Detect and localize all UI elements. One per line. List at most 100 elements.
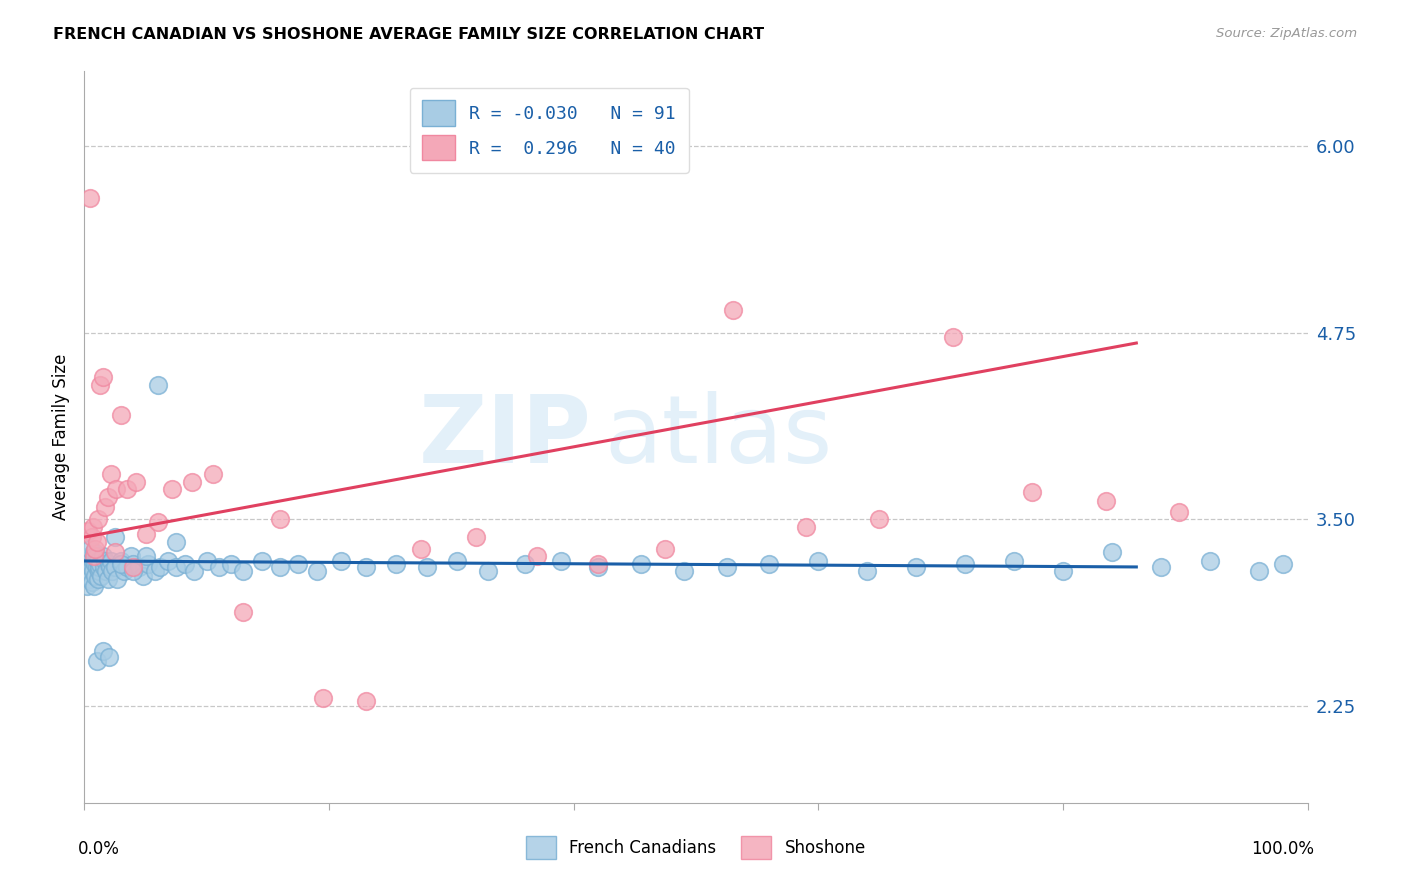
Point (330, 554, 353, 568)
Point (208, 560, 231, 574)
Point (87, 554, 110, 568)
Point (83, 545, 105, 559)
Point (79, 191, 101, 205)
Point (97, 490, 120, 504)
Point (1021, 485, 1043, 500)
Point (75, 554, 97, 568)
Point (173, 557, 195, 571)
Point (905, 560, 928, 574)
Point (446, 554, 468, 568)
Point (232, 605, 254, 619)
Point (100, 467, 122, 482)
Point (149, 560, 172, 574)
Point (110, 554, 132, 568)
Text: FRENCH CANADIAN VS SHOSHONE AVERAGE FAMILY SIZE CORRELATION CHART: FRENCH CANADIAN VS SHOSHONE AVERAGE FAMI… (53, 27, 765, 42)
Point (89, 377, 111, 392)
Point (143, 565, 166, 579)
Text: 100.0%: 100.0% (1251, 840, 1313, 858)
Point (269, 512, 291, 526)
Point (77, 569, 100, 583)
Point (122, 565, 145, 579)
Point (135, 549, 157, 564)
Point (82, 565, 104, 579)
Point (128, 560, 150, 574)
Point (1247, 565, 1270, 579)
Point (77, 565, 100, 579)
Point (269, 560, 291, 574)
Point (1150, 560, 1173, 574)
Point (477, 565, 499, 579)
Point (201, 467, 224, 482)
Point (122, 557, 145, 571)
Point (96, 565, 118, 579)
Point (97, 572, 120, 586)
Point (86, 654, 108, 668)
Point (125, 475, 148, 489)
Point (83, 549, 105, 564)
Point (94, 500, 117, 515)
Point (416, 560, 439, 574)
Point (93, 560, 115, 574)
Point (82, 519, 104, 533)
Point (83, 579, 105, 593)
Point (91, 643, 114, 657)
Point (287, 557, 309, 571)
Point (87, 512, 110, 526)
Point (91, 370, 114, 384)
Point (162, 483, 184, 497)
Point (90, 569, 112, 583)
Point (82, 554, 104, 568)
Point (721, 303, 744, 318)
Point (132, 569, 155, 583)
Point (105, 572, 128, 586)
Point (87, 560, 110, 574)
Text: ZIP: ZIP (419, 391, 592, 483)
Point (84, 542, 107, 557)
Point (104, 560, 127, 574)
Point (84, 557, 107, 571)
Point (630, 557, 652, 571)
Point (232, 565, 254, 579)
Point (526, 549, 548, 564)
Point (115, 483, 138, 497)
Point (86, 549, 108, 564)
Point (156, 554, 179, 568)
Point (1052, 565, 1074, 579)
Point (354, 694, 377, 708)
Point (586, 560, 609, 574)
Point (856, 565, 879, 579)
Point (77, 524, 100, 538)
Point (89, 557, 111, 571)
Point (79, 572, 101, 586)
Point (409, 542, 432, 557)
Point (807, 554, 830, 568)
Point (120, 549, 142, 564)
Point (100, 554, 122, 568)
Point (1168, 505, 1191, 519)
Point (250, 554, 273, 568)
Point (77, 549, 100, 564)
Point (219, 557, 242, 571)
Point (312, 691, 335, 706)
Point (80, 574, 103, 589)
Point (165, 534, 187, 549)
Point (86, 560, 108, 574)
Point (86, 534, 108, 549)
Point (953, 557, 976, 571)
Point (181, 475, 204, 489)
Point (672, 565, 695, 579)
Point (942, 330, 965, 344)
Point (110, 557, 132, 571)
Point (586, 557, 609, 571)
Point (79, 542, 101, 557)
Point (464, 530, 486, 544)
Point (136, 557, 159, 571)
Point (110, 408, 132, 422)
Point (305, 565, 328, 579)
Point (76, 560, 98, 574)
Point (869, 512, 891, 526)
Point (105, 483, 128, 497)
Point (87, 572, 110, 586)
Point (80, 530, 103, 544)
Point (97, 557, 120, 571)
